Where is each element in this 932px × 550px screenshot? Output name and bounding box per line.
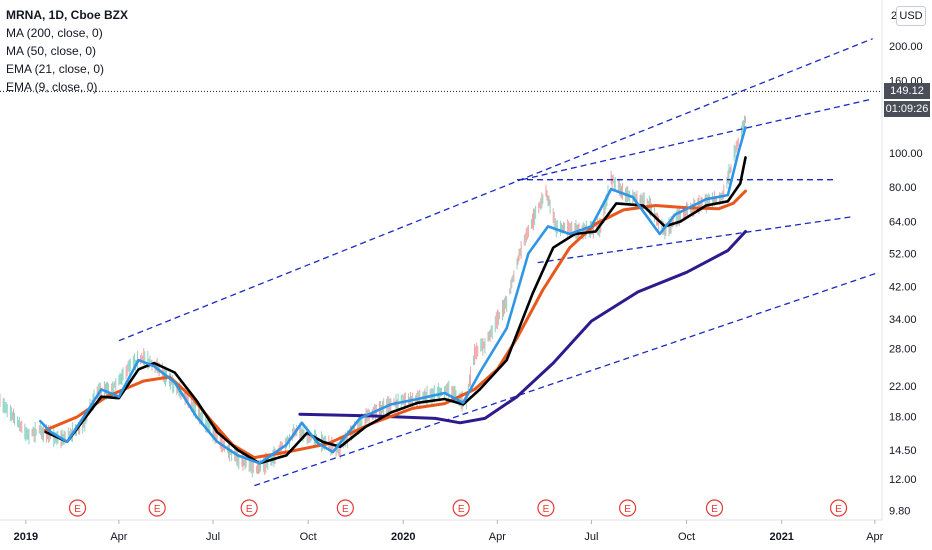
x-tick-label: 2019: [14, 531, 38, 543]
x-tick-label: Apr: [110, 531, 127, 543]
currency-button[interactable]: USD: [896, 6, 926, 26]
earnings-marker[interactable]: E: [336, 499, 354, 517]
trendline-5[interactable]: [254, 271, 880, 487]
earnings-marker[interactable]: E: [148, 499, 166, 517]
earnings-label[interactable]: E: [835, 504, 842, 515]
legend-ema9[interactable]: EMA (9, close, 0): [6, 80, 98, 94]
earnings-circle[interactable]: [240, 499, 258, 517]
moving-averages: [38, 126, 747, 465]
x-tick-label: 2020: [391, 531, 415, 543]
trendline-2[interactable]: [522, 98, 873, 181]
trendline-1[interactable]: [118, 38, 873, 342]
y-tick-label: 18.00: [889, 412, 917, 424]
legend-ema21[interactable]: EMA (21, close, 0): [6, 62, 105, 76]
earnings-marker[interactable]: E: [829, 499, 848, 517]
earnings-marker[interactable]: E: [537, 499, 555, 517]
series-ma200: [298, 230, 747, 425]
x-tick-label: Oct: [678, 531, 695, 543]
earnings-marker[interactable]: E: [240, 499, 258, 517]
earnings-label[interactable]: E: [246, 504, 253, 515]
x-tick-label: Jul: [206, 531, 220, 543]
earnings-marker[interactable]: E: [68, 499, 87, 517]
y-tick-label: 42.00: [889, 281, 917, 293]
y-tick-label: 22.00: [889, 381, 917, 393]
axes: 200.00160.00100.0080.0064.0052.0042.0034…: [0, 0, 923, 543]
trendlines[interactable]: [118, 38, 880, 487]
earnings-circle[interactable]: [537, 499, 555, 517]
legend-ma200[interactable]: MA (200, close, 0): [6, 26, 103, 40]
earnings-circle[interactable]: [829, 499, 848, 517]
x-tick-label: Apr: [866, 531, 883, 543]
legend-ma50[interactable]: MA (50, close, 0): [6, 44, 97, 58]
y-tick-label: 9.80: [889, 505, 910, 517]
earnings-circle[interactable]: [336, 499, 354, 517]
series-ema9: [38, 126, 747, 465]
y-tick-label: 100.00: [889, 148, 923, 160]
earnings-label[interactable]: E: [711, 504, 718, 515]
x-tick-label: Oct: [300, 531, 317, 543]
y-tick-label: 52.00: [889, 248, 917, 260]
x-tick-label: Apr: [489, 531, 506, 543]
y-tick-label-edge: 2: [891, 10, 897, 22]
y-tick-label: 200.00: [889, 41, 923, 53]
y-tick-label: 12.00: [889, 474, 917, 486]
y-tick-label: 64.00: [889, 217, 917, 229]
y-tick-label: 28.00: [889, 344, 917, 356]
y-tick-label: 80.00: [889, 182, 917, 194]
bar-countdown-label: 01:09:26: [884, 101, 930, 118]
earnings-label[interactable]: E: [624, 504, 631, 515]
earnings-label[interactable]: E: [342, 504, 349, 515]
earnings-circle[interactable]: [619, 499, 637, 517]
earnings-circle[interactable]: [705, 499, 724, 517]
last-price-label: 149.12: [884, 83, 930, 100]
earnings-marker[interactable]: E: [452, 499, 470, 517]
earnings-label[interactable]: E: [154, 504, 161, 515]
y-tick-label: 14.50: [889, 445, 917, 457]
legend-symbol[interactable]: MRNA, 1D, Cboe BZX: [6, 8, 129, 22]
trendline-4[interactable]: [537, 216, 853, 264]
earnings-marker[interactable]: E: [705, 499, 724, 517]
earnings-label[interactable]: E: [458, 504, 465, 515]
legend: MRNA, 1D, Cboe BZX MA (200, close, 0) MA…: [6, 6, 128, 96]
earnings-circle[interactable]: [68, 499, 87, 517]
earnings-circle[interactable]: [452, 499, 470, 517]
earnings-circle[interactable]: [148, 499, 166, 517]
earnings-marker[interactable]: E: [619, 499, 637, 517]
earnings-label[interactable]: E: [543, 504, 550, 515]
x-tick-label: 2021: [769, 531, 793, 543]
y-tick-label: 34.00: [889, 314, 917, 326]
x-tick-label: Jul: [584, 531, 598, 543]
earnings-label[interactable]: E: [74, 504, 81, 515]
